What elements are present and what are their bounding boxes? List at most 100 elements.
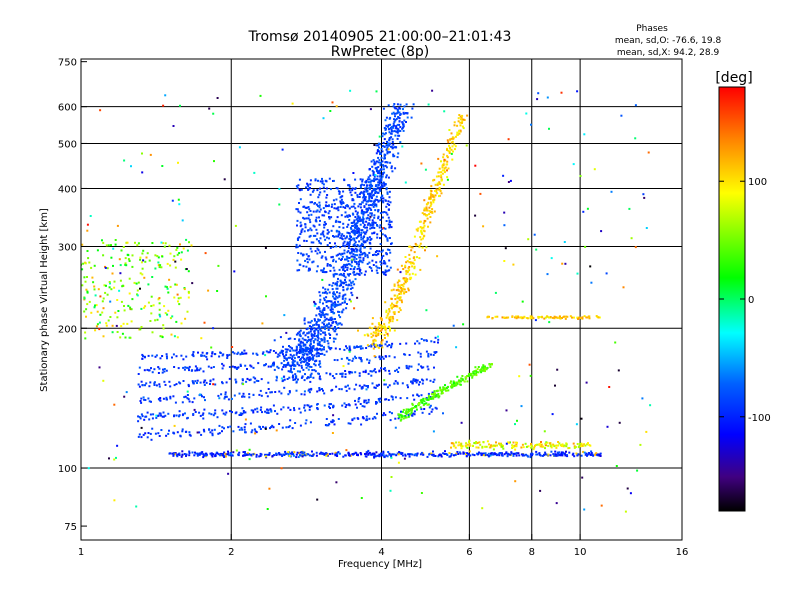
data-point xyxy=(511,316,514,318)
data-point xyxy=(315,355,318,358)
data-point xyxy=(102,335,105,338)
data-point xyxy=(185,238,188,241)
data-point xyxy=(545,441,548,444)
data-point xyxy=(563,452,566,455)
data-point xyxy=(377,210,380,213)
data-point xyxy=(288,391,291,394)
data-point xyxy=(335,260,337,263)
data-point xyxy=(458,451,461,454)
data-point xyxy=(353,250,356,253)
data-point xyxy=(300,347,303,350)
data-point xyxy=(300,351,303,354)
data-point xyxy=(328,264,331,266)
data-point xyxy=(342,294,345,297)
data-point xyxy=(340,357,343,360)
data-point xyxy=(102,297,105,300)
data-point xyxy=(325,201,328,204)
data-point xyxy=(332,406,334,409)
data-point xyxy=(327,288,330,291)
data-point xyxy=(281,426,284,429)
data-point xyxy=(371,370,374,373)
data-point xyxy=(520,453,523,456)
data-point xyxy=(314,303,317,306)
data-point xyxy=(537,92,540,95)
data-point xyxy=(384,325,387,328)
data-point xyxy=(332,404,335,407)
data-point xyxy=(400,410,402,413)
data-point xyxy=(561,262,564,265)
data-point xyxy=(515,315,518,318)
data-point xyxy=(306,261,309,264)
data-point xyxy=(183,453,186,455)
data-point xyxy=(324,250,326,253)
data-point xyxy=(225,411,228,414)
data-point xyxy=(544,316,547,319)
data-point xyxy=(303,349,306,352)
data-point xyxy=(242,383,245,386)
data-point xyxy=(305,419,308,422)
data-point xyxy=(337,327,340,329)
data-point xyxy=(309,193,312,196)
data-point xyxy=(377,142,380,145)
data-point xyxy=(325,350,328,353)
data-point xyxy=(308,344,311,347)
data-point xyxy=(102,241,105,244)
data-point xyxy=(415,408,418,411)
data-point xyxy=(379,344,381,347)
data-point xyxy=(364,199,366,202)
data-point xyxy=(301,228,304,231)
data-point xyxy=(563,241,566,243)
data-point xyxy=(192,413,195,415)
data-point xyxy=(450,454,453,456)
data-point xyxy=(549,444,552,447)
data-point xyxy=(323,267,325,270)
data-point xyxy=(369,212,372,215)
data-point xyxy=(598,316,601,319)
data-point xyxy=(390,289,393,292)
data-point xyxy=(199,452,201,455)
data-point xyxy=(337,233,340,236)
data-point xyxy=(172,258,175,261)
data-point xyxy=(420,162,423,165)
data-point xyxy=(453,121,456,124)
data-point xyxy=(326,264,329,267)
data-point xyxy=(359,184,362,187)
data-point xyxy=(333,235,336,238)
data-point xyxy=(297,456,300,458)
data-point xyxy=(549,445,552,448)
data-point xyxy=(292,374,294,377)
data-point xyxy=(228,454,231,457)
data-point xyxy=(340,323,343,326)
data-point xyxy=(359,253,362,256)
data-point xyxy=(317,318,320,321)
data-point xyxy=(456,124,459,127)
data-point xyxy=(355,258,358,260)
data-point xyxy=(320,326,323,329)
data-point xyxy=(127,304,130,307)
data-point xyxy=(324,318,327,321)
data-point xyxy=(462,452,465,455)
data-point xyxy=(393,155,396,158)
data-point xyxy=(304,334,307,337)
data-point xyxy=(341,233,344,236)
data-point xyxy=(269,349,272,352)
data-point xyxy=(218,432,221,435)
data-point xyxy=(339,236,342,239)
data-point xyxy=(385,161,388,163)
data-point xyxy=(410,380,412,383)
data-point xyxy=(432,179,435,182)
data-point xyxy=(404,181,407,184)
data-point xyxy=(382,450,385,453)
data-point xyxy=(356,296,359,299)
data-point xyxy=(390,453,393,456)
data-point xyxy=(156,255,159,258)
data-point xyxy=(394,115,396,118)
data-point xyxy=(319,333,322,336)
data-point xyxy=(303,352,306,355)
data-point xyxy=(353,232,356,235)
data-point xyxy=(147,397,150,400)
data-point xyxy=(373,338,376,341)
data-point xyxy=(356,453,359,456)
data-point xyxy=(566,454,568,457)
data-point xyxy=(530,445,533,448)
